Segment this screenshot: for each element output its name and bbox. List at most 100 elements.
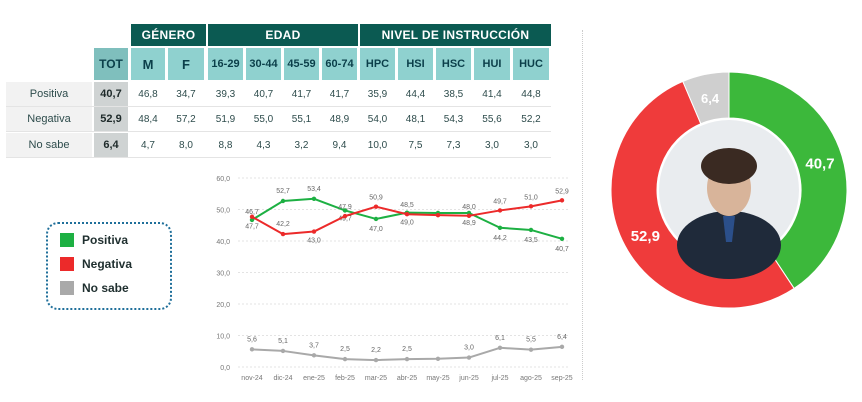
table-cell: 7,5 [398, 133, 433, 157]
column-header: F [168, 48, 204, 80]
x-tick-label: sep-25 [551, 375, 573, 382]
data-point [497, 345, 503, 350]
data-label: 50,9 [369, 195, 383, 202]
table-cell: 55,1 [284, 107, 319, 131]
donut-label: 40,7 [805, 156, 834, 173]
table-cell: 54,0 [360, 107, 395, 131]
row-divider [6, 131, 551, 132]
data-point [311, 229, 317, 234]
legend-item-no-sabe: No sabe [60, 281, 129, 295]
y-tick-label: 30,0 [216, 271, 230, 278]
group-header: GÉNERO [131, 24, 206, 46]
table-cell: 9,4 [322, 133, 357, 157]
data-point [280, 231, 286, 237]
table-cell: 38,5 [436, 82, 471, 106]
column-header: M [131, 48, 165, 80]
x-tick-label: jul-25 [490, 375, 508, 382]
row-label: Negativa [6, 107, 92, 131]
x-tick-label: jun-25 [458, 375, 479, 382]
row-divider [6, 157, 551, 158]
data-label: 40,7 [555, 246, 569, 253]
column-header: HSC [436, 48, 471, 80]
y-tick-label: 0,0 [220, 365, 230, 372]
data-point [373, 357, 379, 363]
data-point [466, 355, 472, 360]
data-label: 46,7 [245, 209, 259, 216]
column-header: 45-59 [284, 48, 319, 80]
donut-label: 52,9 [631, 228, 660, 245]
x-tick-label: ago-25 [520, 375, 542, 382]
table-cell: 35,9 [360, 82, 395, 106]
data-point [435, 212, 441, 218]
legend-swatch-negativa [60, 257, 74, 271]
divider [582, 30, 583, 380]
data-label: 43,5 [524, 237, 538, 244]
x-tick-label: dic-24 [273, 375, 292, 382]
data-point [373, 204, 379, 209]
table-cell: 40,7 [246, 82, 281, 106]
table-cell: 39,3 [208, 82, 243, 106]
x-tick-label: nov-24 [241, 375, 263, 382]
data-label: 3,7 [309, 342, 319, 349]
data-label: 44,2 [493, 235, 507, 242]
y-tick-label: 40,0 [216, 239, 230, 246]
table-cell: 41,7 [284, 82, 319, 106]
data-point [280, 198, 286, 204]
data-point [528, 204, 534, 209]
table-cell: 52,2 [513, 107, 549, 131]
group-header: EDAD [208, 24, 358, 46]
data-label: 6,1 [495, 335, 505, 342]
data-point [249, 217, 255, 223]
donut-slice-no-sabe [682, 72, 730, 125]
legend-label: Negativa [82, 257, 133, 271]
column-header: 60-74 [322, 48, 357, 80]
x-tick-label: feb-25 [335, 375, 355, 382]
column-header: TOT [94, 48, 128, 80]
column-header: HPC [360, 48, 395, 80]
total-cell: 40,7 [94, 82, 128, 106]
legend-label: No sabe [82, 281, 129, 295]
table-cell: 55,6 [474, 107, 510, 131]
group-header: NIVEL DE INSTRUCCIÓN [360, 24, 551, 46]
legend-item-positiva: Positiva [60, 233, 128, 247]
data-point [249, 214, 255, 219]
donut-slice-positiva [728, 72, 848, 290]
portrait-shoulders [677, 211, 781, 279]
line-chart: 0,0 10,0 20,0 30,0 40,0 50,0 60,0 nov-24 dic-24 e… [216, 176, 573, 382]
column-header: HUI [474, 48, 510, 80]
table-cell: 8,8 [208, 133, 243, 157]
legend-swatch-no-sabe [60, 281, 74, 295]
data-label: 42,2 [276, 221, 290, 228]
table-cell: 44,4 [398, 82, 433, 106]
table-cell: 8,0 [168, 133, 204, 157]
data-point [311, 353, 317, 358]
table-cell: 3,0 [513, 133, 549, 157]
x-tick-label: abr-25 [397, 375, 417, 382]
table-cell: 3,0 [474, 133, 510, 157]
row-label: Positiva [6, 82, 92, 106]
data-point [373, 216, 379, 222]
data-label: 52,9 [555, 188, 569, 195]
data-label: 43,0 [307, 238, 321, 245]
data-point [249, 347, 255, 352]
portrait-tie [723, 216, 735, 242]
legend-item-negativa: Negativa [60, 257, 132, 271]
data-point [559, 198, 565, 203]
legend-label: Positiva [82, 233, 129, 247]
table-cell: 51,9 [208, 107, 243, 131]
data-label: 47,0 [369, 226, 383, 233]
total-cell: 52,9 [94, 107, 128, 131]
donut-chart: 40,7 52,9 6,4 [610, 72, 848, 309]
table-cell: 55,0 [246, 107, 281, 131]
table-cell: 48,9 [322, 107, 357, 131]
data-label: 6,4 [557, 334, 567, 341]
data-point [404, 212, 410, 217]
legend: Positiva Negativa No sabe [46, 222, 172, 310]
column-header: HUC [513, 48, 549, 80]
x-tick-label: ene-25 [303, 375, 325, 382]
data-point [435, 356, 441, 362]
table-cell: 3,2 [284, 133, 319, 157]
x-tick-label: mar-25 [365, 375, 387, 382]
data-label: 51,0 [524, 194, 538, 201]
data-label: 5,1 [278, 338, 288, 345]
